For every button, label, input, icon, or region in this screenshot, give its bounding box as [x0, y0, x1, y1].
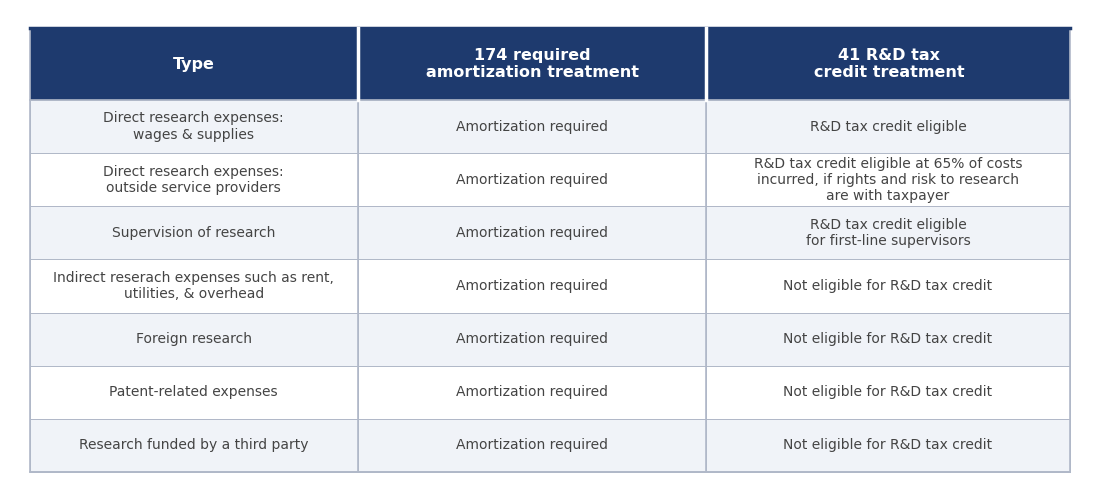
- Text: R&D tax credit eligible: R&D tax credit eligible: [810, 120, 967, 134]
- Text: 41 R&D tax
credit treatment: 41 R&D tax credit treatment: [814, 48, 965, 80]
- Text: Amortization required: Amortization required: [455, 172, 608, 186]
- Text: Foreign research: Foreign research: [135, 332, 252, 346]
- Bar: [30, 28, 1070, 472]
- Bar: [358, 312, 706, 366]
- Text: Indirect reserach expenses such as rent,
utilities, & overhead: Indirect reserach expenses such as rent,…: [54, 271, 334, 301]
- Bar: [30, 260, 358, 312]
- Text: R&D tax credit eligible
for first-line supervisors: R&D tax credit eligible for first-line s…: [805, 218, 970, 248]
- Text: Patent-related expenses: Patent-related expenses: [110, 386, 278, 400]
- Text: Direct research expenses:
outside service providers: Direct research expenses: outside servic…: [103, 164, 284, 195]
- Text: Not eligible for R&D tax credit: Not eligible for R&D tax credit: [783, 279, 992, 293]
- Bar: [30, 153, 358, 206]
- Bar: [358, 206, 706, 260]
- Bar: [360, 28, 706, 100]
- Bar: [706, 153, 1070, 206]
- Text: Type: Type: [173, 56, 214, 72]
- Text: Research funded by a third party: Research funded by a third party: [79, 438, 308, 452]
- Bar: [358, 100, 706, 153]
- Text: Direct research expenses:
wages & supplies: Direct research expenses: wages & suppli…: [103, 112, 284, 142]
- Text: Amortization required: Amortization required: [455, 332, 608, 346]
- Bar: [706, 206, 1070, 260]
- Bar: [358, 260, 706, 312]
- Text: Supervision of research: Supervision of research: [112, 226, 275, 240]
- Bar: [706, 312, 1070, 366]
- Text: Amortization required: Amortization required: [455, 279, 608, 293]
- Text: R&D tax credit eligible at 65% of costs
incurred, if rights and risk to research: R&D tax credit eligible at 65% of costs …: [754, 156, 1022, 203]
- Bar: [358, 419, 706, 472]
- Bar: [30, 419, 358, 472]
- Bar: [358, 153, 706, 206]
- Bar: [30, 312, 358, 366]
- Text: Amortization required: Amortization required: [455, 226, 608, 240]
- Bar: [30, 28, 358, 100]
- Bar: [706, 366, 1070, 419]
- Bar: [30, 366, 358, 419]
- Text: 174 required
amortization treatment: 174 required amortization treatment: [427, 48, 639, 80]
- Bar: [706, 100, 1070, 153]
- Bar: [30, 206, 358, 260]
- Text: Amortization required: Amortization required: [455, 438, 608, 452]
- Bar: [30, 100, 358, 153]
- Bar: [358, 366, 706, 419]
- Bar: [706, 260, 1070, 312]
- Bar: [708, 28, 1070, 100]
- Bar: [706, 419, 1070, 472]
- Text: Not eligible for R&D tax credit: Not eligible for R&D tax credit: [783, 438, 992, 452]
- Text: Amortization required: Amortization required: [455, 120, 608, 134]
- Text: Not eligible for R&D tax credit: Not eligible for R&D tax credit: [783, 332, 992, 346]
- Text: Not eligible for R&D tax credit: Not eligible for R&D tax credit: [783, 386, 992, 400]
- Text: Amortization required: Amortization required: [455, 386, 608, 400]
